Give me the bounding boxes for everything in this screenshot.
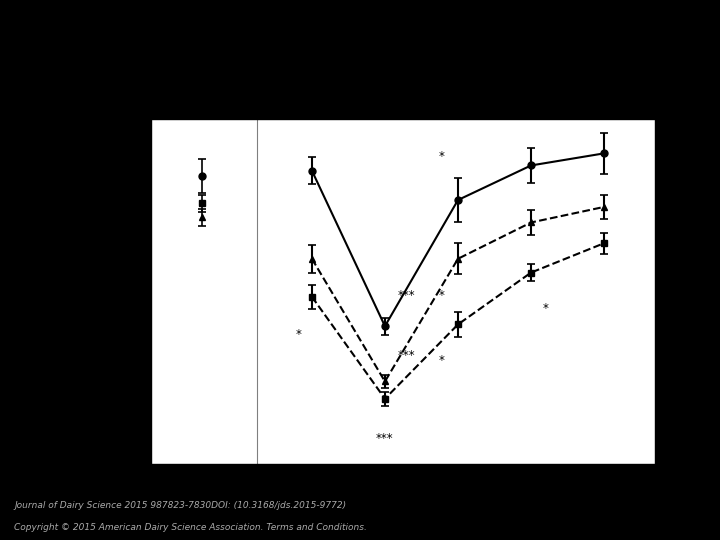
Text: Journal of Dairy Science 2015 987823-7830DOI: (10.3168/jds.2015-9772): Journal of Dairy Science 2015 987823-783… (14, 501, 346, 510)
Text: *: * (439, 288, 445, 301)
Text: *: * (543, 302, 549, 315)
Text: *: * (439, 150, 445, 163)
Text: *: * (439, 354, 445, 367)
Text: Figure 1: Figure 1 (332, 46, 388, 60)
Text: Copyright © 2015 American Dairy Science Association. Terms and Conditions.: Copyright © 2015 American Dairy Science … (14, 523, 367, 532)
Text: ***: *** (398, 349, 415, 362)
Text: ***: *** (376, 432, 394, 445)
Y-axis label: Milk yield (kg/d): Milk yield (kg/d) (109, 235, 122, 348)
Text: *: * (296, 328, 302, 341)
X-axis label: Day: Day (390, 501, 416, 514)
Text: ***: *** (398, 288, 415, 301)
